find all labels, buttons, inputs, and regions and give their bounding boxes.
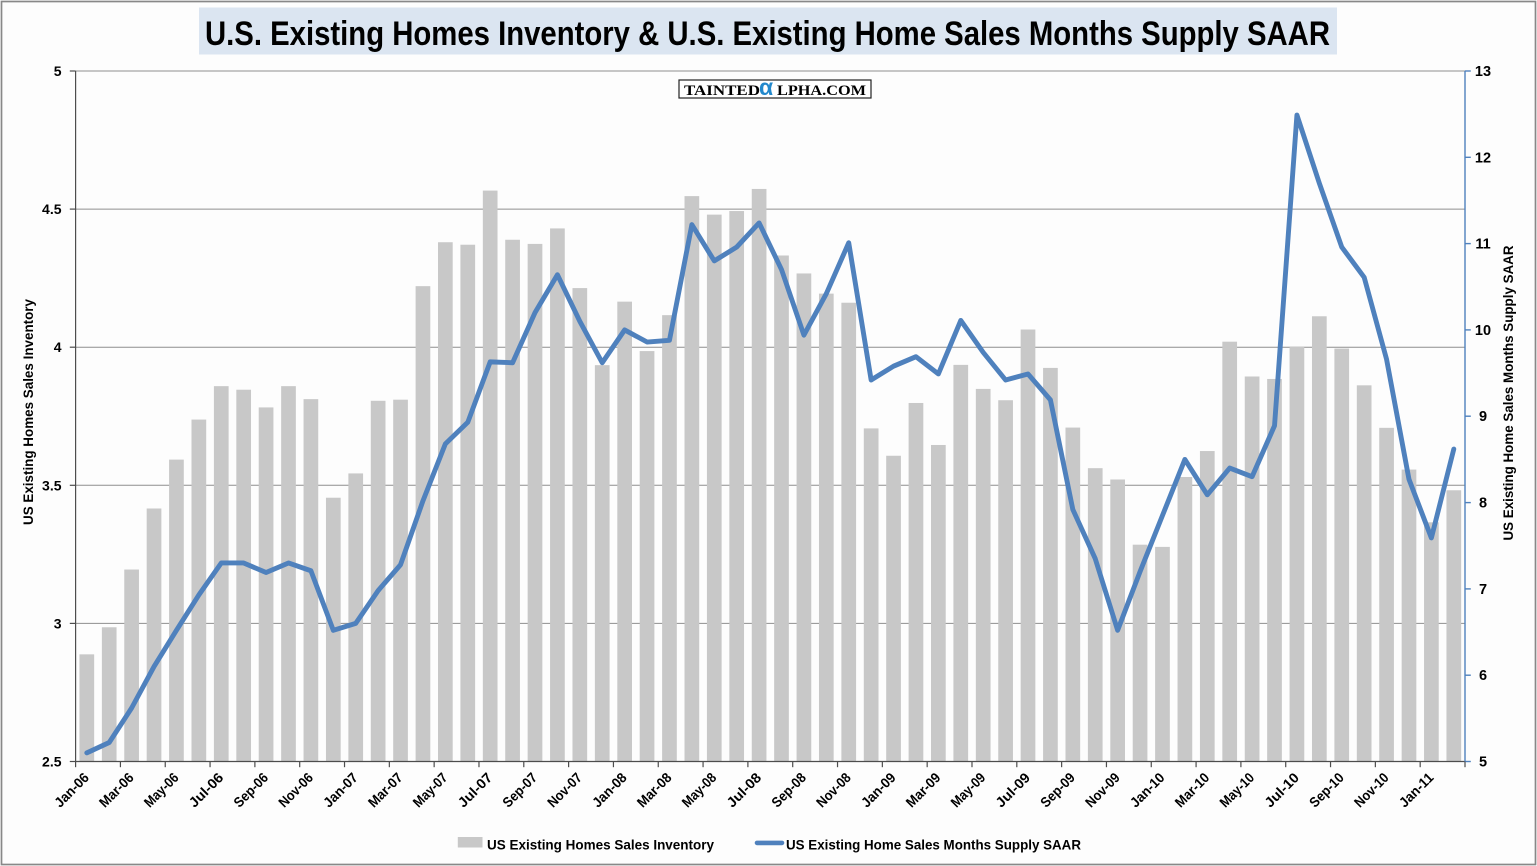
svg-text:8: 8	[1479, 496, 1487, 512]
svg-text:10: 10	[1475, 323, 1491, 339]
svg-text:7: 7	[1479, 582, 1487, 598]
svg-text:12: 12	[1475, 150, 1491, 166]
svg-text:US Existing Home Sales Months: US Existing Home Sales Months Supply SAA…	[1501, 245, 1516, 540]
svg-text:US Existing Homes Sales Invent: US Existing Homes Sales Inventory	[487, 837, 714, 853]
svg-text:LPHA.COM: LPHA.COM	[777, 83, 866, 99]
svg-text:6: 6	[1479, 668, 1487, 684]
svg-text:TAINTED: TAINTED	[684, 83, 760, 99]
svg-text:2.5: 2.5	[42, 754, 62, 770]
svg-text:U.S. Existing Homes Inventory: U.S. Existing Homes Inventory & U.S. Exi…	[205, 15, 1330, 53]
svg-text:9: 9	[1479, 409, 1487, 425]
svg-text:US Existing Home Sales Months: US Existing Home Sales Months Supply SAA…	[786, 837, 1081, 853]
svg-text:4.5: 4.5	[42, 201, 62, 217]
svg-text:US Existing Homes Sales Invent: US Existing Homes Sales Inventory	[21, 299, 36, 525]
svg-text:4: 4	[54, 339, 62, 355]
svg-text:5: 5	[1479, 755, 1487, 771]
svg-text:5: 5	[54, 63, 62, 79]
svg-text:13: 13	[1475, 64, 1491, 80]
svg-text:3: 3	[54, 615, 62, 631]
svg-text:11: 11	[1475, 237, 1490, 253]
svg-text:α: α	[759, 74, 773, 100]
svg-text:3.5: 3.5	[42, 477, 62, 493]
